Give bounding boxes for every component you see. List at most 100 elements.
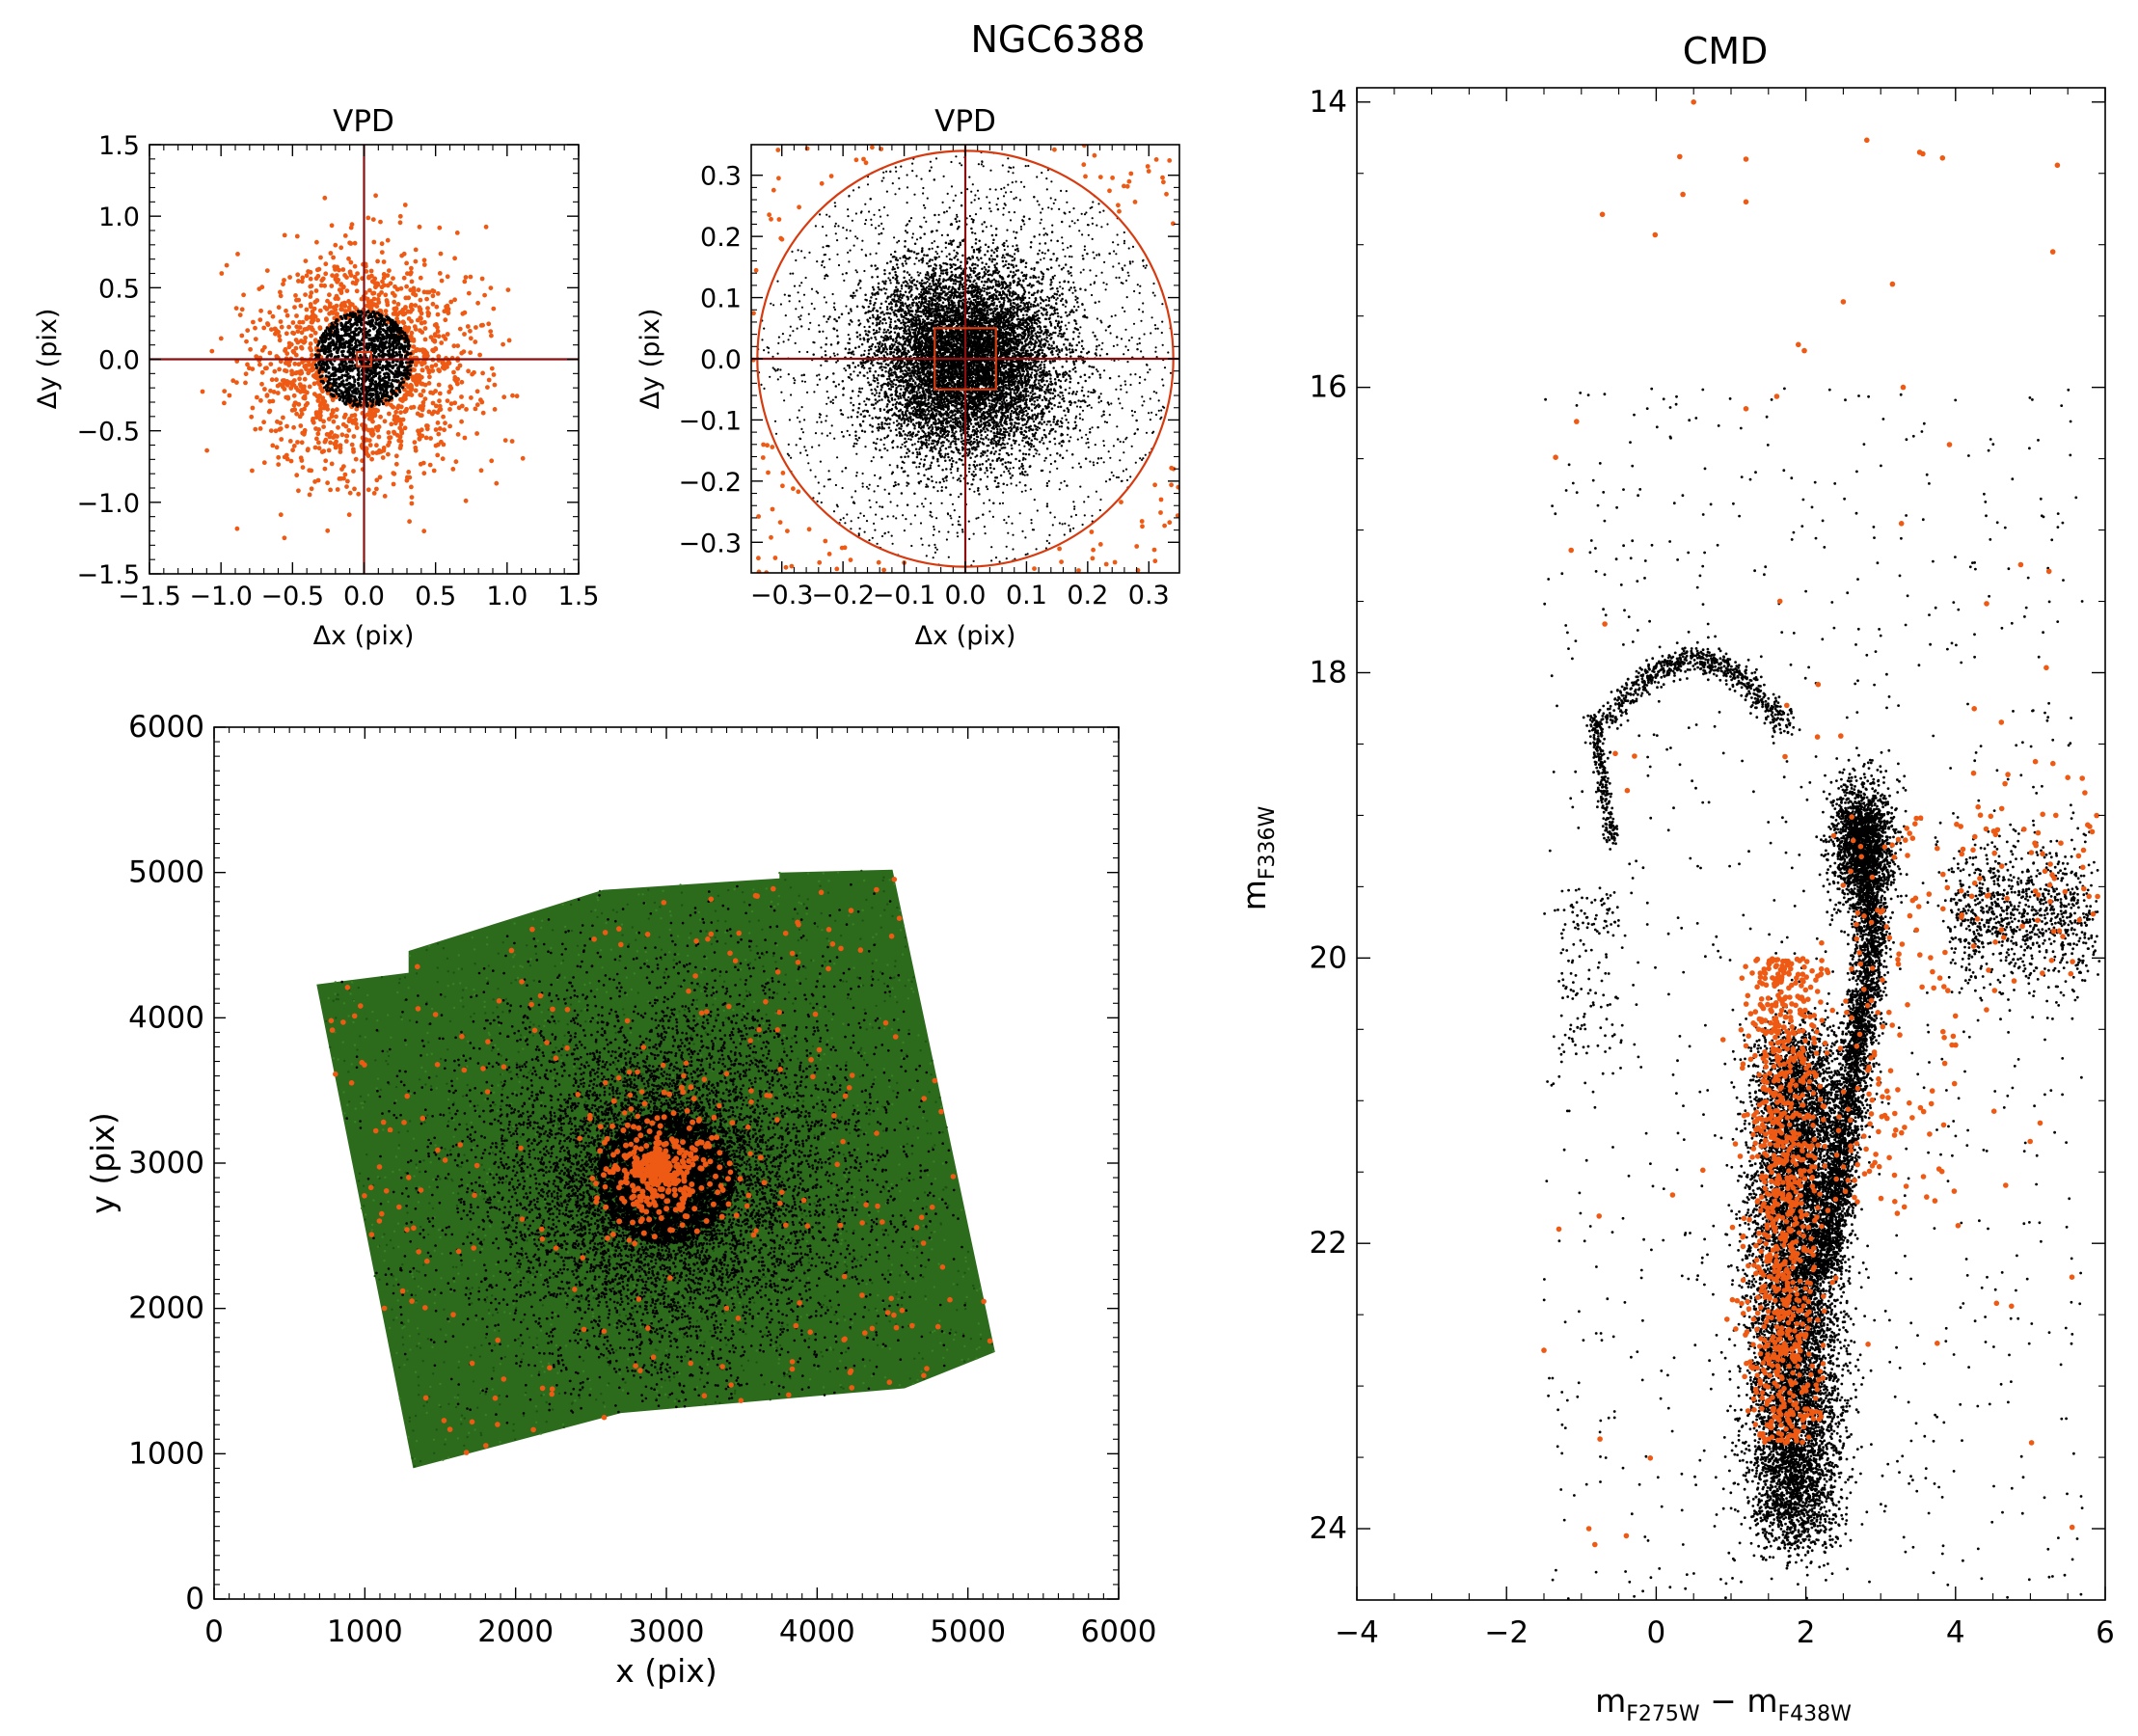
vpd-wide-core-point	[341, 360, 345, 364]
vpd-wide-halo-point	[331, 255, 336, 260]
vpd-wide-core-point	[320, 374, 324, 378]
vpd-wide-core-point	[396, 339, 400, 342]
vpd-wide-halo-point	[330, 273, 335, 278]
vpd-zoom-core-point	[1005, 259, 1008, 263]
vpd-zoom-outlier-point	[1081, 145, 1087, 149]
vpd-zoom-outlier-point	[779, 236, 785, 242]
vpd-zoom-core-point	[1044, 304, 1048, 308]
vpd-zoom-core-point	[857, 407, 860, 410]
vpd-wide-core-point	[379, 339, 383, 343]
vpd-wide-halo-point	[422, 396, 428, 401]
vpd-wide-halo-point	[431, 468, 437, 474]
vpd-wide-halo-point	[335, 487, 340, 492]
vpd-wide-halo-point	[348, 301, 353, 307]
vpd-wide-core-point	[339, 338, 343, 341]
vpd-zoom-outlier-point	[1152, 558, 1158, 564]
vpd-wide-halo-point	[318, 255, 323, 260]
vpd-zoom-core-point	[1041, 351, 1043, 355]
vpd-wide-core-point	[376, 317, 381, 321]
vpd-zoom-outlier-point	[772, 556, 778, 560]
vpd-zoom-core-point	[1068, 392, 1070, 395]
vpd-zoom-outlier-point	[756, 556, 761, 561]
vpd-wide-core-point	[367, 342, 371, 346]
vpd-wide-core-point	[375, 371, 379, 375]
vpd-wide-halo-point	[392, 414, 397, 420]
vpd-wide-halo-point	[326, 448, 332, 453]
vpd-wide-core-point	[386, 371, 390, 376]
vpd-wide-halo-point	[379, 285, 385, 290]
vpd-zoom-core-point	[899, 301, 903, 305]
vpd-wide-halo-point	[280, 378, 285, 383]
vpd-wide-halo-point	[447, 390, 452, 394]
vpd-zoom-core-point	[1025, 425, 1028, 429]
vpd-zoom-core-point	[853, 346, 857, 350]
vpd-wide-core-point	[348, 364, 352, 367]
vpd-zoom-core-point	[1069, 380, 1071, 384]
vpd-zoom-core-point	[860, 342, 864, 346]
vpd-wide-halo-point	[421, 471, 427, 476]
vpd-wide-halo-point	[253, 337, 258, 341]
vpd-wide-halo-point	[393, 453, 399, 459]
vpd-zoom-core-point	[1026, 310, 1029, 313]
vpd-wide-core-point	[365, 342, 368, 346]
vpd-wide-halo-point	[378, 414, 383, 420]
vpd-wide-halo-point	[480, 410, 486, 416]
vpd-wide-halo-point	[378, 219, 383, 225]
vpd-wide-core-point	[331, 363, 335, 366]
vpd-zoom-outlier-point	[776, 176, 781, 181]
vpd-zoom-core-point	[1027, 437, 1031, 440]
vpd-zoom-outlier-point	[756, 514, 761, 519]
vpd-wide-core-point	[405, 376, 409, 380]
vpd-wide-halo-point	[492, 382, 498, 388]
vpd-wide-core-point	[390, 390, 393, 393]
vpd-wide-halo-point	[421, 289, 427, 295]
vpd-zoom-core-point	[993, 258, 996, 261]
figure-title: NGC6388	[970, 18, 1145, 61]
vpd-zoom-outlier-point	[1081, 162, 1087, 168]
vpd-wide-core-point	[344, 316, 348, 320]
vpd-wide-halo-point	[291, 393, 297, 398]
vpd-wide-halo-point	[359, 444, 365, 448]
vpd-zoom-core-point	[1061, 456, 1065, 460]
vpd-zoom-core-point	[1024, 409, 1028, 413]
vpd-zoom-outlier-point	[789, 563, 795, 569]
vpd-wide-halo-point	[328, 487, 333, 493]
vpd-wide-halo-point	[354, 425, 360, 430]
vpd-wide-core-point	[374, 349, 378, 353]
vpd-wide-halo-point	[268, 388, 273, 393]
vpd-zoom-core-point	[858, 334, 862, 337]
vpd-wide-halo-point	[486, 321, 492, 327]
vpd-zoom-core-point	[1021, 452, 1025, 455]
vpd-wide-halo-point	[380, 279, 385, 285]
vpd-wide-halo-point	[397, 446, 403, 450]
vpd-wide-core-point	[316, 353, 320, 357]
vpd-wide-core-point	[370, 378, 374, 382]
vpd-wide-halo-point	[398, 421, 404, 427]
vpd-wide-halo-point	[414, 382, 419, 388]
vpd-zoom-core-point	[1022, 433, 1025, 437]
vpd-wide-core-point	[348, 341, 352, 345]
vpd-wide-halo-point	[394, 316, 399, 321]
vpd-wide-halo-point	[343, 423, 349, 429]
vpd-wide-halo-point	[402, 306, 408, 311]
vpd-zoom-core-point	[1032, 361, 1035, 364]
vpd-wide-halo-point	[439, 340, 445, 345]
vpd-wide-core-point	[341, 341, 346, 345]
vpd-zoom-outlier-point	[1090, 556, 1096, 561]
vpd-wide-core-point	[393, 336, 398, 339]
vpd-wide-halo-point	[412, 324, 418, 329]
vpd-wide-core-point	[360, 377, 364, 381]
vpd-wide-core-point	[379, 388, 383, 392]
vpd-zoom-core-point	[883, 417, 886, 420]
vpd-wide-halo-point	[417, 224, 422, 230]
vpd-wide-core-point	[375, 382, 380, 386]
vpd-wide-core-point	[375, 394, 379, 398]
vpd-wide-core-point	[332, 343, 336, 347]
vpd-wide-halo-point	[417, 436, 422, 442]
vpd-zoom-outlier-point	[766, 470, 771, 475]
vpd-wide-halo-point	[303, 292, 308, 297]
vpd-wide-halo-point	[257, 286, 262, 291]
vpd-wide-core-point	[398, 383, 402, 387]
vpd-wide-core-point	[338, 368, 343, 372]
vpd-wide-halo-point	[257, 317, 263, 322]
